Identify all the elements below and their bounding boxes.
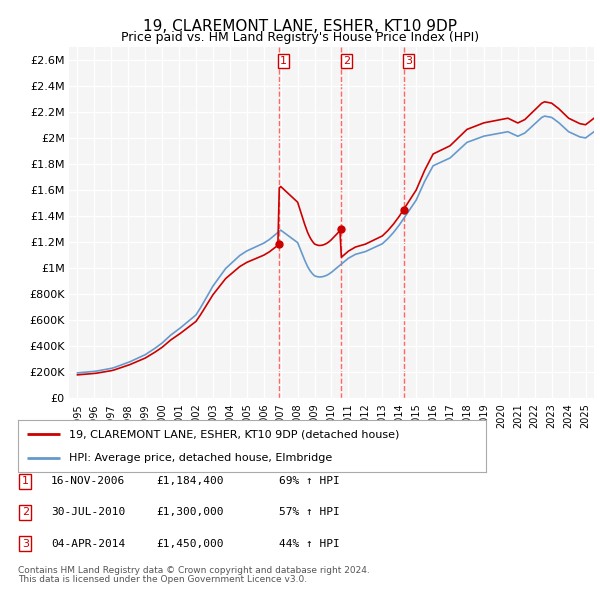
Text: 30-JUL-2010: 30-JUL-2010 <box>51 507 125 517</box>
Text: Price paid vs. HM Land Registry's House Price Index (HPI): Price paid vs. HM Land Registry's House … <box>121 31 479 44</box>
Text: £1,450,000: £1,450,000 <box>156 539 223 549</box>
Text: 2: 2 <box>22 507 29 517</box>
Text: 57% ↑ HPI: 57% ↑ HPI <box>279 507 340 517</box>
Text: 16-NOV-2006: 16-NOV-2006 <box>51 476 125 486</box>
Text: 1: 1 <box>280 56 287 66</box>
Text: This data is licensed under the Open Government Licence v3.0.: This data is licensed under the Open Gov… <box>18 575 307 584</box>
Text: 69% ↑ HPI: 69% ↑ HPI <box>279 476 340 486</box>
Text: 44% ↑ HPI: 44% ↑ HPI <box>279 539 340 549</box>
Text: 19, CLAREMONT LANE, ESHER, KT10 9DP: 19, CLAREMONT LANE, ESHER, KT10 9DP <box>143 19 457 34</box>
Text: 3: 3 <box>22 539 29 549</box>
Text: 1: 1 <box>22 476 29 486</box>
Text: 3: 3 <box>405 56 412 66</box>
Text: 04-APR-2014: 04-APR-2014 <box>51 539 125 549</box>
Text: HPI: Average price, detached house, Elmbridge: HPI: Average price, detached house, Elmb… <box>70 453 333 463</box>
Text: 19, CLAREMONT LANE, ESHER, KT10 9DP (detached house): 19, CLAREMONT LANE, ESHER, KT10 9DP (det… <box>70 429 400 439</box>
Text: £1,300,000: £1,300,000 <box>156 507 223 517</box>
Text: Contains HM Land Registry data © Crown copyright and database right 2024.: Contains HM Land Registry data © Crown c… <box>18 566 370 575</box>
Text: £1,184,400: £1,184,400 <box>156 476 223 486</box>
Text: 2: 2 <box>343 56 350 66</box>
